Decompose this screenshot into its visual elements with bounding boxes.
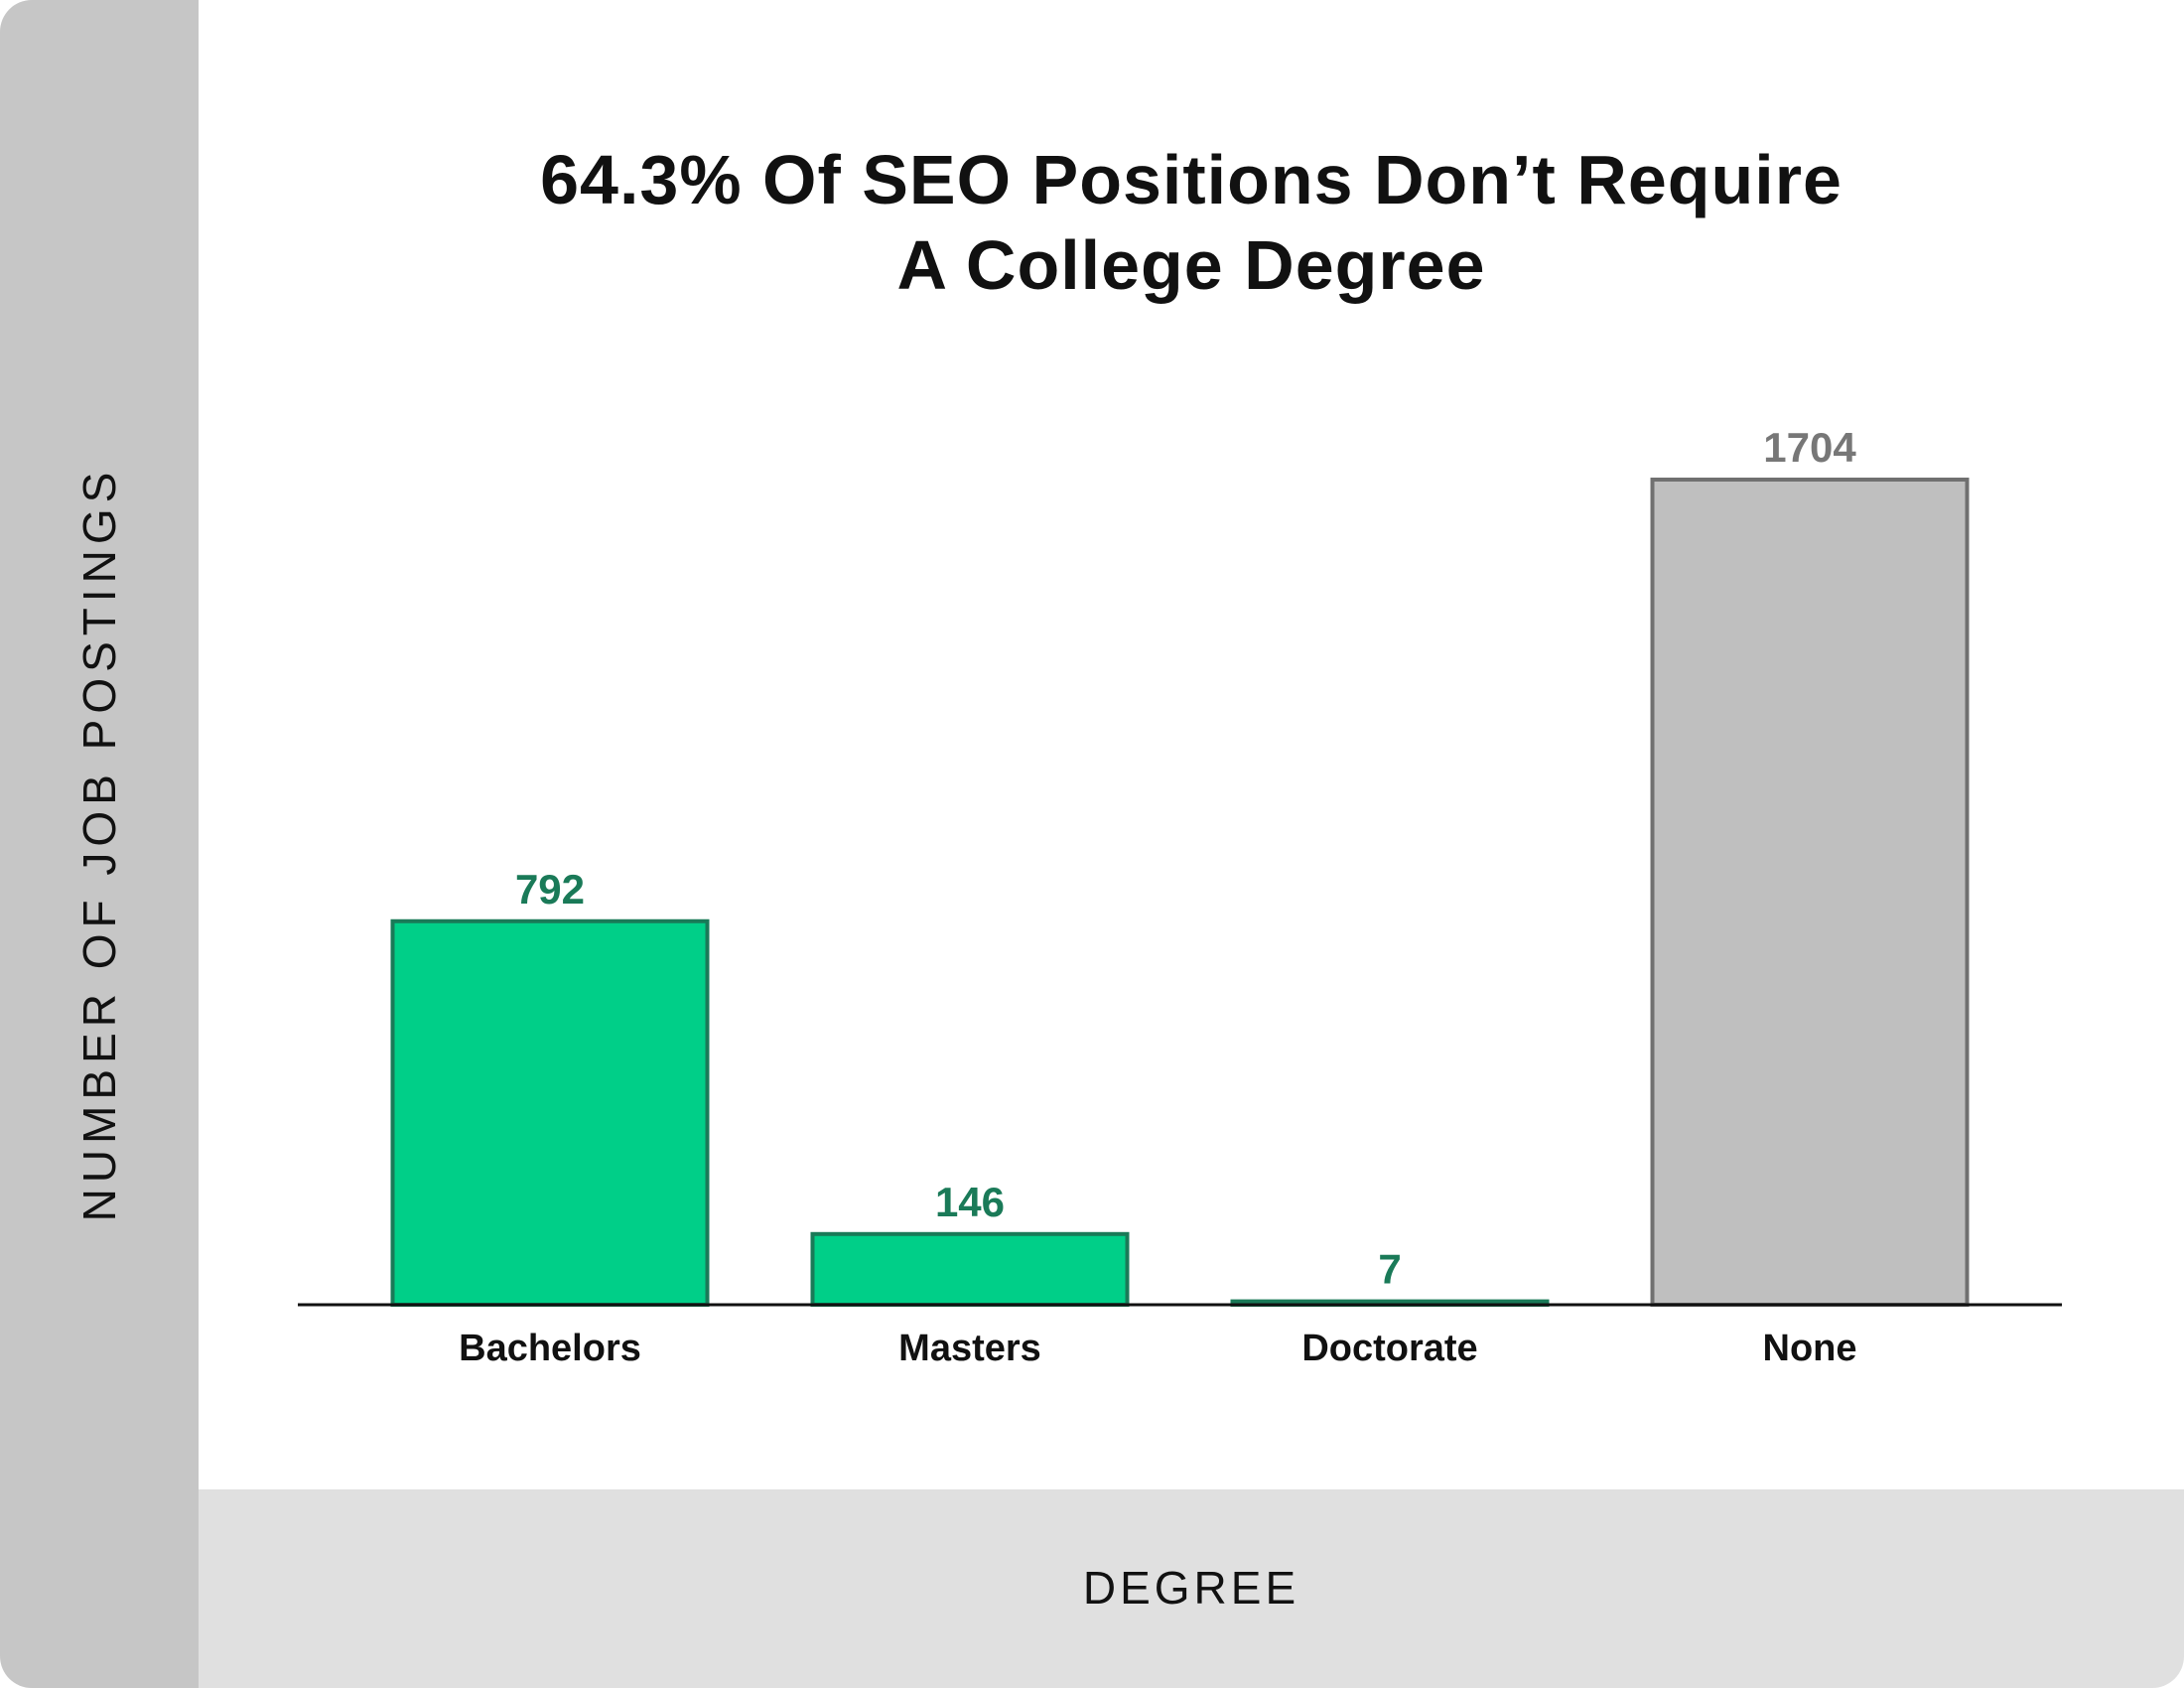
bar-value-label-masters: 146 [935, 1179, 1005, 1225]
chart-title-line-2: A College Degree [896, 226, 1486, 304]
bars-group: 792 Bachelors 146 Masters 7 Doctorate 1704 None [390, 424, 1970, 1369]
bar-value-label-bachelors: 792 [515, 866, 585, 913]
bar-masters [810, 1231, 1130, 1308]
bar-value-label-doctorate: 7 [1378, 1246, 1401, 1293]
category-label-masters: Masters [898, 1328, 1041, 1369]
category-label-bachelors: Bachelors [459, 1328, 641, 1369]
bar-bachelors [390, 918, 710, 1307]
bar-none [1650, 478, 1970, 1307]
category-label-doctorate: Doctorate [1301, 1328, 1477, 1369]
chart-title-line-1: 64.3% Of SEO Positions Don’t Require [540, 141, 1843, 218]
x-axis-label: DEGREE [1082, 1562, 1300, 1614]
y-axis-panel: NUMBER OF JOB POSTINGS [0, 0, 199, 1688]
chart-title: 64.3% Of SEO Positions Don’t Require A C… [199, 137, 2184, 308]
bar-value-label-none: 1704 [1763, 424, 1856, 471]
x-axis-panel [199, 1489, 2184, 1688]
category-label-none: None [1763, 1328, 1857, 1369]
bar-plot: 792 Bachelors 146 Masters 7 Doctorate 1704 None [298, 424, 2062, 1369]
